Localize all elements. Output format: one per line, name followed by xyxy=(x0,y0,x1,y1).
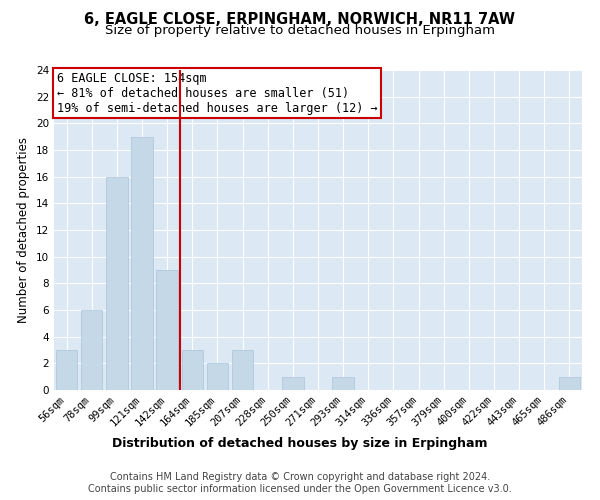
Text: Distribution of detached houses by size in Erpingham: Distribution of detached houses by size … xyxy=(112,438,488,450)
Y-axis label: Number of detached properties: Number of detached properties xyxy=(17,137,31,323)
Bar xyxy=(131,136,152,390)
Bar xyxy=(332,376,354,390)
Bar xyxy=(106,176,128,390)
Bar xyxy=(232,350,253,390)
Bar xyxy=(559,376,580,390)
Bar xyxy=(56,350,77,390)
Bar xyxy=(157,270,178,390)
Text: Size of property relative to detached houses in Erpingham: Size of property relative to detached ho… xyxy=(105,24,495,37)
Text: 6 EAGLE CLOSE: 154sqm
← 81% of detached houses are smaller (51)
19% of semi-deta: 6 EAGLE CLOSE: 154sqm ← 81% of detached … xyxy=(56,72,377,114)
Text: Contains HM Land Registry data © Crown copyright and database right 2024.
Contai: Contains HM Land Registry data © Crown c… xyxy=(88,472,512,494)
Bar xyxy=(282,376,304,390)
Bar xyxy=(182,350,203,390)
Bar xyxy=(207,364,228,390)
Text: 6, EAGLE CLOSE, ERPINGHAM, NORWICH, NR11 7AW: 6, EAGLE CLOSE, ERPINGHAM, NORWICH, NR11… xyxy=(85,12,515,28)
Bar xyxy=(81,310,103,390)
